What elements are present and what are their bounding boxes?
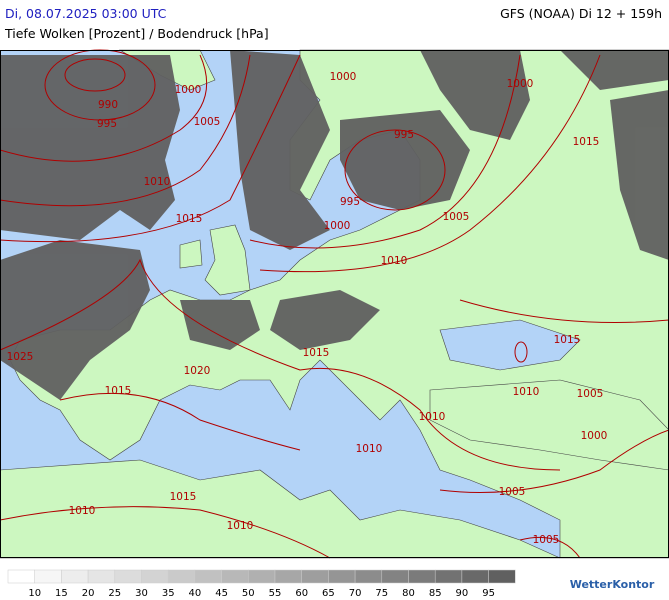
isobar-label: 1000 <box>507 78 534 90</box>
isobar-label: 995 <box>97 118 117 130</box>
isobar-label: 1015 <box>303 347 330 359</box>
legend-swatch <box>248 569 276 584</box>
logo: WetterKontor <box>570 578 655 591</box>
legend-swatch <box>354 569 383 584</box>
isobar-label: 1015 <box>554 334 581 346</box>
legend-label: 90 <box>456 588 469 599</box>
legend-swatch <box>328 569 356 584</box>
isobar-label: 1010 <box>69 505 96 517</box>
legend-swatch <box>381 569 409 584</box>
legend-label: 45 <box>215 588 228 599</box>
isobar-label: 1015 <box>170 491 197 503</box>
legend-swatch <box>7 569 35 584</box>
legend-label: 75 <box>375 588 388 599</box>
isobar-label: 1020 <box>184 365 211 377</box>
isobar-label: 1000 <box>581 430 608 442</box>
legend-swatch <box>408 569 436 584</box>
legend-swatch <box>434 569 463 584</box>
isobar-label: 1025 <box>7 351 34 363</box>
legend-swatch <box>114 569 142 584</box>
isobar-label: 1010 <box>513 386 540 398</box>
legend-swatch <box>221 569 249 584</box>
isobar-label: 1005 <box>194 116 221 128</box>
isobar-label: 1015 <box>176 213 203 225</box>
legend-swatch <box>488 569 516 584</box>
isobar-label: 1005 <box>443 211 470 223</box>
isobar-label: 990 <box>98 99 118 111</box>
isobar-label: 1015 <box>105 385 132 397</box>
legend-swatch <box>34 569 62 584</box>
isobar-label: 1010 <box>144 176 171 188</box>
isobar-label: 1005 <box>499 486 526 498</box>
legend-label: 95 <box>482 588 495 599</box>
legend-label: 20 <box>82 588 95 599</box>
legend-label: 55 <box>269 588 282 599</box>
isobar-label: 1000 <box>324 220 351 232</box>
isobar-label: 1010 <box>356 443 383 455</box>
legend-label: 40 <box>189 588 202 599</box>
isobar-label: 995 <box>340 196 360 208</box>
legend-label: 15 <box>55 588 68 599</box>
legend-label: 70 <box>349 588 362 599</box>
legend-swatch <box>61 569 89 584</box>
legend-swatch <box>87 569 116 584</box>
legend-swatch <box>461 569 489 584</box>
legend-swatch <box>141 569 169 584</box>
isobar-label: 1010 <box>419 411 446 423</box>
isobar-label: 1005 <box>577 388 604 400</box>
date: Di, 08.07.2025 03:00 UTC <box>5 6 167 21</box>
legend-swatch <box>274 569 302 584</box>
model: GFS (NOAA) Di 12 + 159h <box>500 6 662 21</box>
isobar-label: 1015 <box>573 136 600 148</box>
legend-label: 30 <box>135 588 148 599</box>
legend-label: 85 <box>429 588 442 599</box>
legend-label: 35 <box>162 588 175 599</box>
legend-label: 25 <box>108 588 121 599</box>
legend-label: 65 <box>322 588 335 599</box>
isobar-label: 1005 <box>533 534 560 546</box>
isobar-label: 1000 <box>330 71 357 83</box>
legend-swatch <box>301 569 329 584</box>
isobar-label: 995 <box>394 129 414 141</box>
legend-label: 80 <box>402 588 415 599</box>
map <box>0 49 669 559</box>
isobar-label: 1010 <box>227 520 254 532</box>
isobar-label: 1010 <box>381 255 408 267</box>
title: Tiefe Wolken [Prozent] / Bodendruck [hPa… <box>4 26 269 41</box>
legend-swatch <box>167 569 196 584</box>
legend-label: 50 <box>242 588 255 599</box>
legend-label: 10 <box>28 588 41 599</box>
isobar-label: 1000 <box>175 84 202 96</box>
legend-label: 60 <box>295 588 308 599</box>
legend-swatch <box>194 569 222 584</box>
